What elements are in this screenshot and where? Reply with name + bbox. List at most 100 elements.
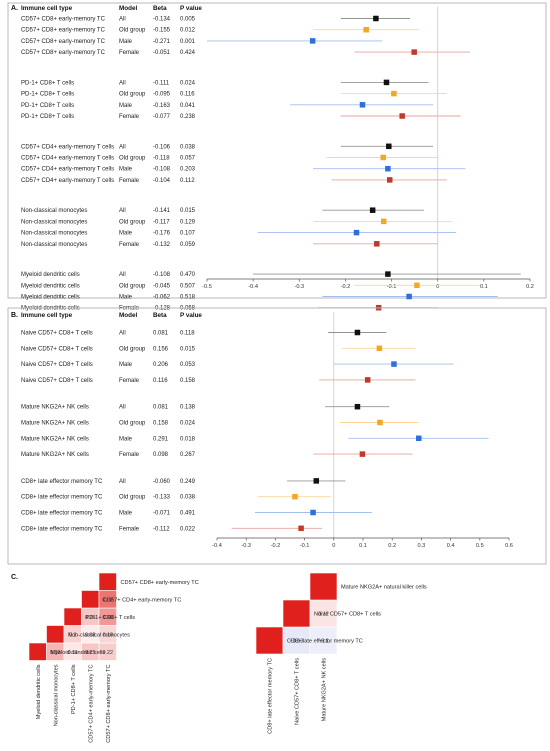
cell-type-label: Myeloid dendritic cells <box>21 283 80 289</box>
beta-value: -0.095 <box>153 92 171 98</box>
beta-value: -0.132 <box>153 242 171 248</box>
cell-type-label: CD8+ late effector memory TC <box>21 495 103 501</box>
point-estimate <box>369 207 376 213</box>
model-label: Female <box>119 114 140 120</box>
x-tick-label: -0.3 <box>294 284 304 290</box>
point-estimate <box>391 90 397 97</box>
heatmap-cell <box>255 626 284 655</box>
beta-value: -0.155 <box>153 28 171 34</box>
beta-value: -0.117 <box>153 219 170 225</box>
heatmap-value: 0.18 <box>103 632 114 638</box>
heatmap-value: 0.22 <box>103 650 114 656</box>
point-estimate <box>310 509 316 516</box>
point-estimate <box>406 293 412 300</box>
p-value: 0.005 <box>180 17 196 23</box>
heatmap-cell <box>309 572 338 601</box>
x-tick-label: -0.2 <box>341 284 351 290</box>
model-label: Male <box>119 103 133 109</box>
p-value: 0.018 <box>180 436 196 442</box>
x-tick-label: 0.6 <box>505 543 513 549</box>
heatmap-value: 0.2 <box>69 632 77 638</box>
point-estimate <box>376 345 383 352</box>
model-label: Old group <box>119 346 146 352</box>
cell-type-label: CD57+ CD8+ early-memory TC <box>21 17 106 23</box>
point-estimate <box>391 361 397 367</box>
heatmap-row-label: CD8+ late effector memory TC <box>287 639 363 645</box>
heatmap-panel: −0.13 −0.1 0.12 CD8+ late effector memory T… <box>255 572 427 734</box>
cell-type-label: Non-classical monocytes <box>21 242 87 248</box>
point-estimate <box>383 79 390 86</box>
beta-value: -0.271 <box>153 39 171 45</box>
heatmap-column-label: Myeloid dendritic cells <box>36 664 42 719</box>
point-estimate <box>414 282 420 289</box>
model-label: All <box>119 17 126 23</box>
heatmap-cell <box>63 607 82 626</box>
heatmap-row-label: CD57+ CD4+ early-memory TC <box>103 597 181 603</box>
cell-type-label: PD-1+ CD8+ T cells <box>21 114 74 120</box>
heatmap-row-label: Myeloid dendritic cells <box>51 650 106 656</box>
cell-type-label: Mature NKG2A+ NK cells <box>21 421 89 427</box>
x-tick-label: 0.1 <box>480 284 488 290</box>
point-estimate <box>359 451 366 457</box>
cell-type-label: CD57+ CD8+ early-memory TC <box>21 50 106 56</box>
point-estimate <box>363 26 369 33</box>
cell-type-label: CD57+ CD4+ early-memory T cells <box>21 156 114 162</box>
p-value: 0.112 <box>180 178 195 184</box>
heatmap-value: 0.12 <box>318 612 329 618</box>
cell-type-label: CD57+ CD8+ early-memory TC <box>21 39 106 45</box>
beta-value: -0.104 <box>153 178 171 184</box>
header-model: Model <box>119 5 137 12</box>
point-estimate <box>292 493 298 500</box>
cell-type-label: CD8+ late effector memory TC <box>21 526 103 532</box>
x-tick-label: 0.5 <box>476 543 484 549</box>
point-estimate <box>374 241 380 247</box>
heatmap-cell <box>309 626 338 655</box>
beta-value: -0.077 <box>153 114 171 120</box>
panel-letter: C. <box>11 574 18 581</box>
beta-value: 0.116 <box>153 378 168 384</box>
p-value: 0.038 <box>180 495 196 501</box>
cell-type-label: Non-classical monocytes <box>21 219 87 225</box>
beta-value: -0.060 <box>153 479 171 485</box>
model-label: Old group <box>119 421 146 427</box>
header-cell-type: Immune cell type <box>21 5 73 12</box>
model-label: Female <box>119 378 140 384</box>
x-tick-label: 0.2 <box>388 543 396 549</box>
model-label: Male <box>119 362 133 368</box>
heatmap-column-label: Non-classical monocytes <box>53 664 59 726</box>
beta-value: -0.051 <box>153 50 171 56</box>
p-value: 0.238 <box>180 114 196 120</box>
point-estimate <box>354 329 361 336</box>
heatmap-panel: C. 0.33 0.11 0.25 0.22 0.2 0.08 0.18 0.25 0.46 0.6… <box>11 572 199 743</box>
beta-value: -0.062 <box>153 295 171 301</box>
p-value: 0.267 <box>180 452 196 458</box>
cell-type-label: CD57+ CD4+ early-memory T cells <box>21 144 114 150</box>
heatmap-column-label: Mature NKG2A+ NK cells <box>322 658 328 721</box>
cell-type-label: Naive CD57+ CD8+ T cells <box>21 378 93 384</box>
heatmap-value: 0.25 <box>85 615 96 621</box>
x-tick-label: 0.4 <box>447 543 455 549</box>
cell-type-label: Myeloid dendritic cells <box>21 306 80 312</box>
p-value: 0.158 <box>180 378 196 384</box>
point-estimate <box>416 435 422 442</box>
p-value: 0.059 <box>180 242 196 248</box>
cell-type-label: Naive CD57+ CD8+ T cells <box>21 362 93 368</box>
p-value: 0.470 <box>180 272 196 278</box>
model-label: All <box>119 479 126 485</box>
heatmap-value: −0.1 <box>318 639 329 645</box>
model-label: All <box>119 405 126 411</box>
p-value: 0.024 <box>180 80 196 86</box>
heatmap-value: 0.25 <box>85 650 96 656</box>
point-estimate <box>380 218 387 225</box>
cell-type-label: CD57+ CD8+ early-memory TC <box>21 28 106 34</box>
p-value: 0.491 <box>180 511 196 517</box>
p-value: 0.118 <box>180 331 195 337</box>
heatmap-column-label: CD57+ CD8+ early-memory TC <box>106 665 112 743</box>
heatmap-column-label: PD-1+ CD8+ T cells <box>71 664 77 714</box>
x-tick-label: -0.2 <box>271 543 281 549</box>
panel-letter: B. <box>11 312 18 319</box>
point-estimate <box>313 478 320 484</box>
model-label: All <box>119 272 126 278</box>
cell-type-label: CD8+ late effector memory TC <box>21 479 103 485</box>
point-estimate <box>385 165 391 172</box>
